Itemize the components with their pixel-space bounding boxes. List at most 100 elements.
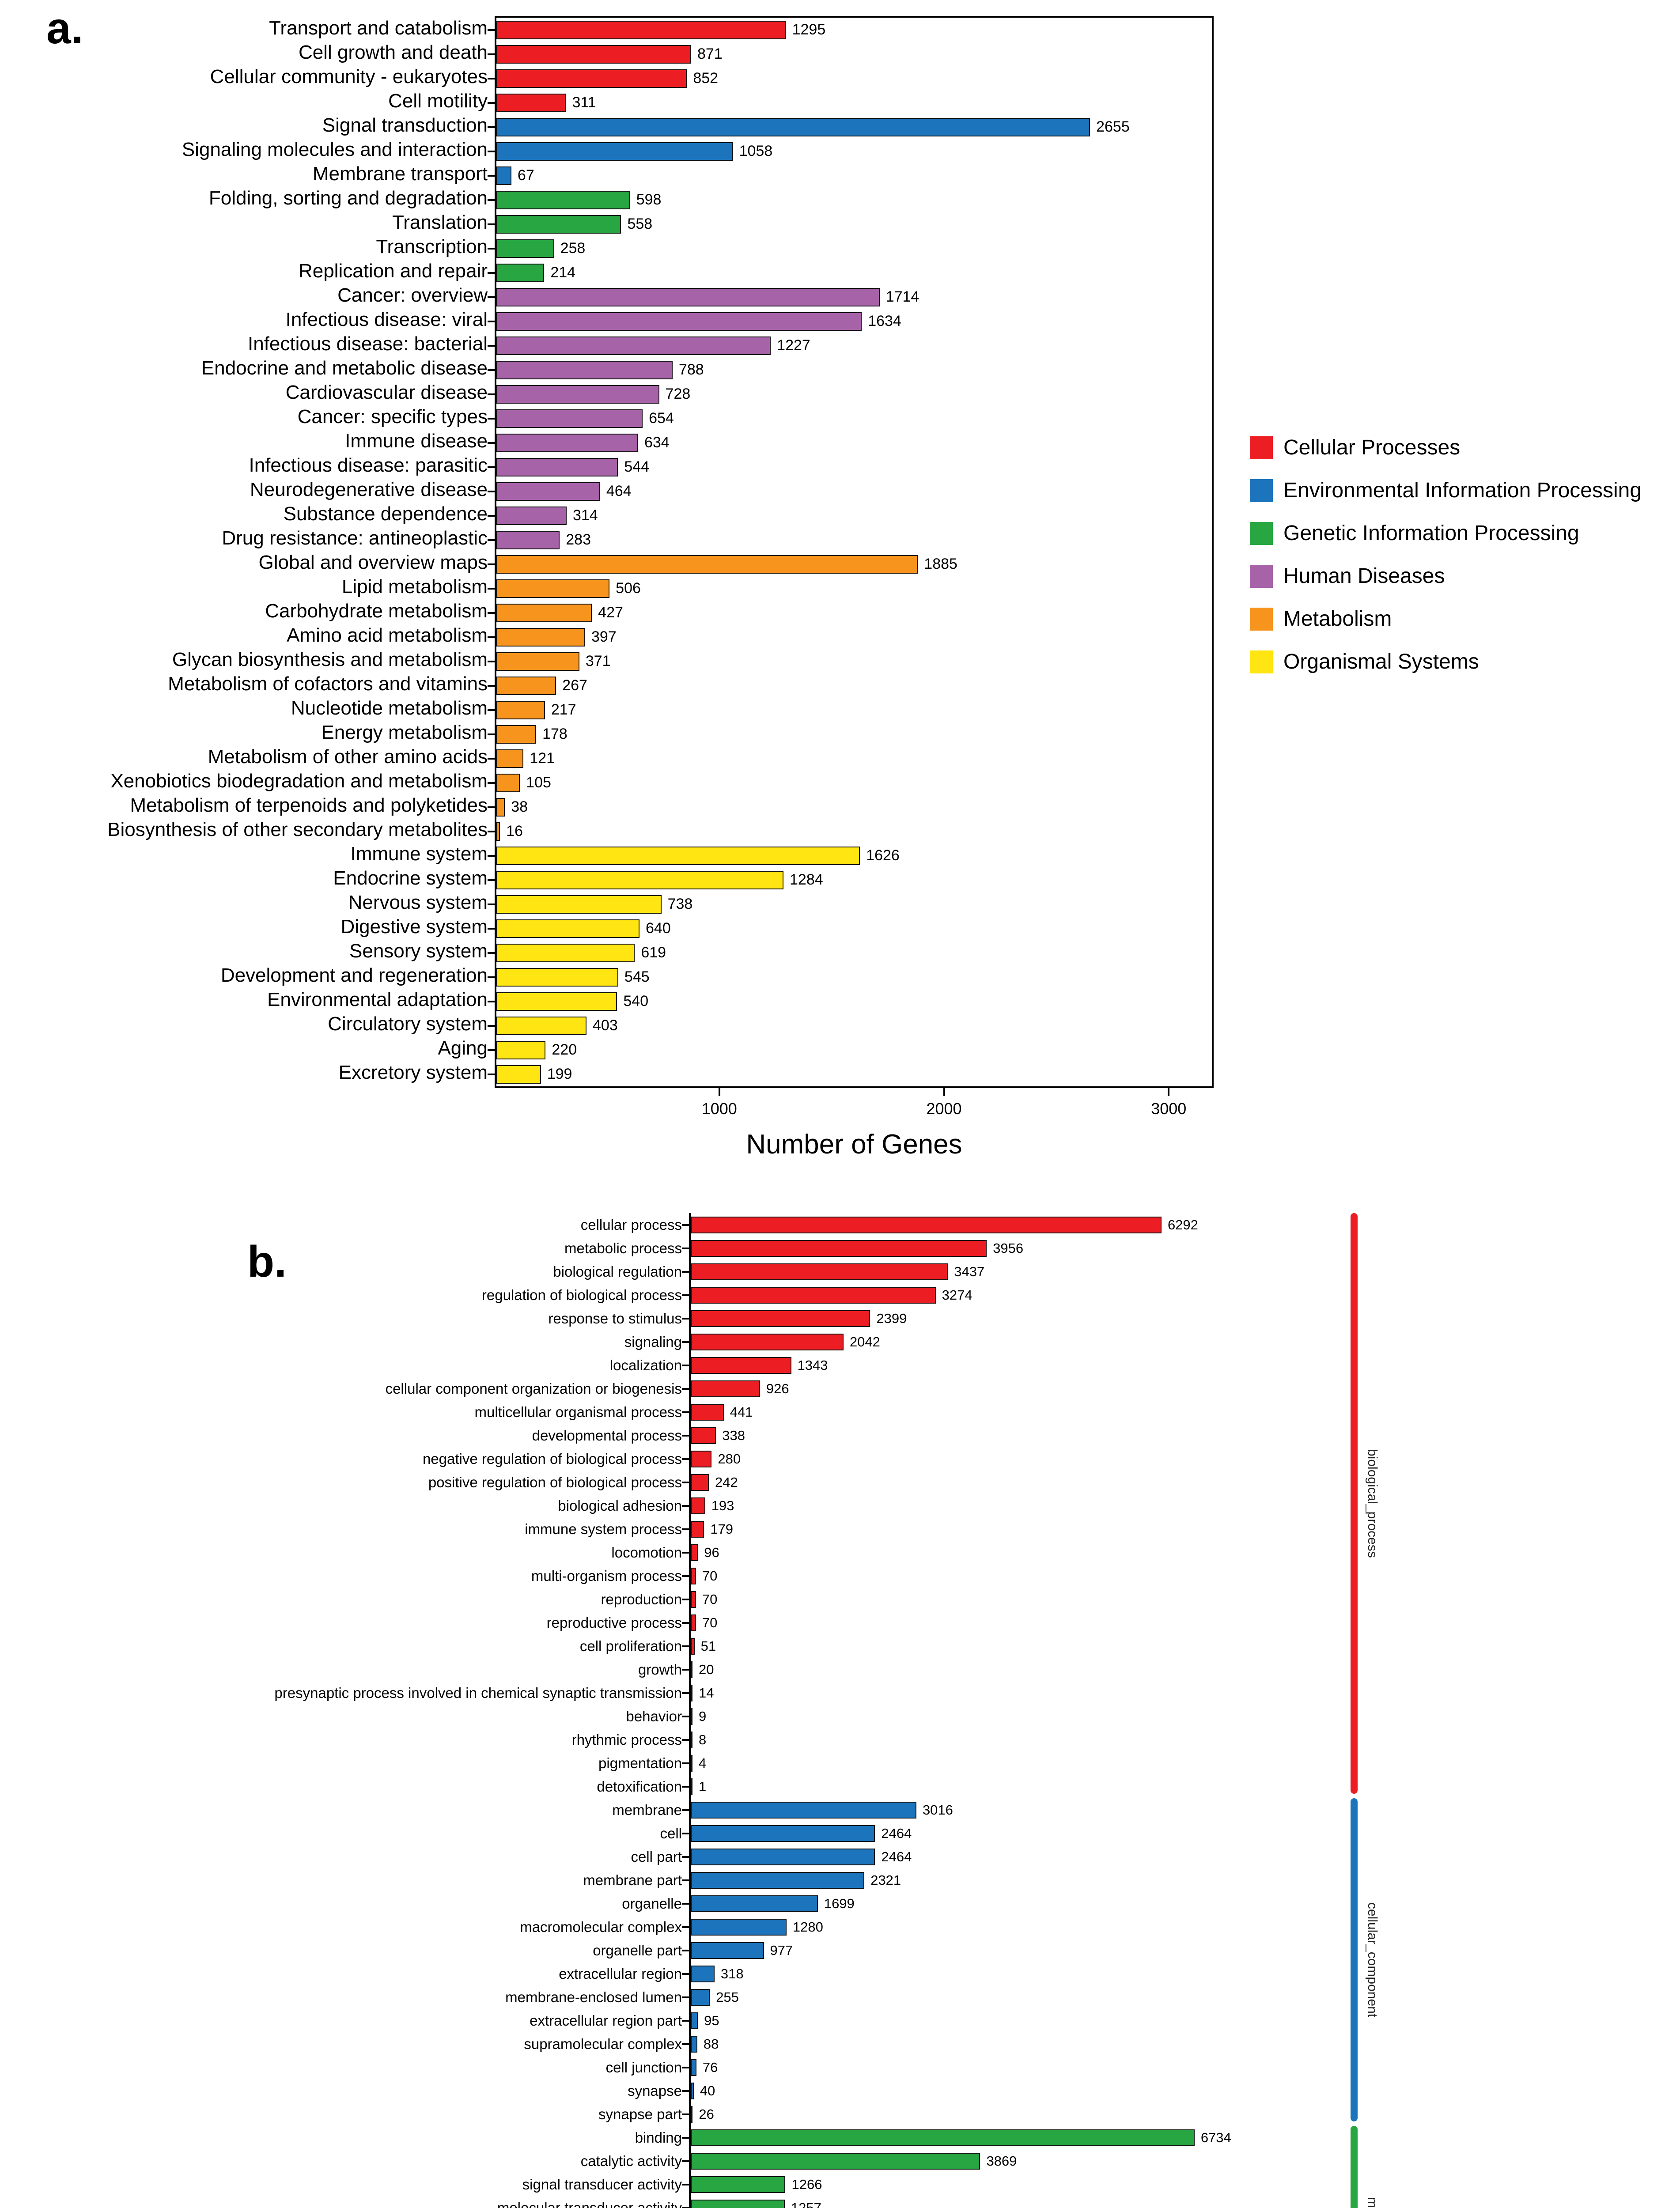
value-label: 634 xyxy=(644,434,670,451)
category-label: behavior xyxy=(626,1708,682,1724)
go-domain-bar xyxy=(1351,1213,1358,1794)
bar xyxy=(691,1708,692,1725)
chart-row: 1714 xyxy=(496,285,1212,309)
bar xyxy=(691,2129,1195,2146)
category-label: Excretory system xyxy=(338,1062,488,1083)
value-label: 427 xyxy=(598,604,623,621)
value-label: 121 xyxy=(530,750,555,767)
chart-row: 96 xyxy=(691,1541,1327,1564)
chart-row: 1699 xyxy=(691,1892,1327,1915)
category-label: Replication and repair xyxy=(298,260,488,282)
value-label: 1257 xyxy=(791,2200,821,2208)
value-label: 255 xyxy=(716,1989,739,2005)
bar xyxy=(496,603,592,622)
chart-row: 640 xyxy=(496,916,1212,941)
chart-row: 926 xyxy=(691,1377,1327,1400)
value-label: 1634 xyxy=(868,313,901,329)
value-label: 258 xyxy=(560,240,586,257)
value-label: 26 xyxy=(699,2106,714,2122)
chart-row: 558 xyxy=(496,212,1212,236)
category-label: Carbohydrate metabolism xyxy=(265,600,488,622)
value-label: 640 xyxy=(646,920,671,937)
chart-row: 40 xyxy=(691,2079,1327,2102)
category-label: Nucleotide metabolism xyxy=(291,697,488,719)
chart-row: 70 xyxy=(691,1611,1327,1634)
value-label: 70 xyxy=(702,1591,718,1607)
bar xyxy=(691,2059,696,2076)
chart-row: 2464 xyxy=(691,1822,1327,1845)
value-label: 318 xyxy=(720,1966,744,1981)
bar xyxy=(691,1427,716,1444)
chart-row: 1295 xyxy=(496,18,1212,42)
category-label: multi-organism process xyxy=(531,1568,682,1584)
category-label: regulation of biological process xyxy=(481,1287,682,1303)
bar xyxy=(691,1684,692,1701)
value-label: 16 xyxy=(506,823,523,839)
category-label: Signaling molecules and interaction xyxy=(182,139,488,160)
value-label: 2464 xyxy=(881,1825,912,1841)
chart-row: 95 xyxy=(691,2009,1327,2032)
value-label: 88 xyxy=(703,2036,719,2052)
chart-row: 634 xyxy=(496,431,1212,455)
bar xyxy=(691,1357,791,1374)
bar xyxy=(496,773,520,792)
value-label: 3869 xyxy=(986,2153,1017,2169)
value-label: 8 xyxy=(699,1732,707,1747)
category-label: cellular component organization or bioge… xyxy=(385,1380,682,1397)
value-label: 1058 xyxy=(739,143,773,159)
category-label: developmental process xyxy=(532,1427,682,1444)
bar xyxy=(496,385,659,404)
bar xyxy=(496,215,621,234)
value-label: 20 xyxy=(699,1661,714,1677)
category-label: synapse xyxy=(628,2083,682,2099)
plot-column: 6292 3956 3437 3274 2399 2042 1343 926 441 338 280… xyxy=(689,1213,1327,2208)
chart-row: 14 xyxy=(691,1681,1327,1705)
value-label: 105 xyxy=(526,774,551,791)
chart-row: 6292 xyxy=(691,1213,1327,1236)
category-label: growth xyxy=(638,1661,682,1678)
bar xyxy=(496,652,579,671)
category-label: Cancer: overview xyxy=(337,284,488,306)
bar xyxy=(691,2082,694,2099)
chart-row: 314 xyxy=(496,503,1212,528)
go-domain-group: biological_process xyxy=(1351,1213,1380,1794)
category-label: Signal transduction xyxy=(322,114,488,136)
chart-row: 70 xyxy=(691,1564,1327,1588)
category-label: rhythmic process xyxy=(571,1732,682,1748)
bar xyxy=(691,1520,704,1538)
chart-row: 3274 xyxy=(691,1283,1327,1307)
bar xyxy=(496,968,618,987)
legend-label: Genetic Information Processing xyxy=(1283,522,1579,545)
value-label: 852 xyxy=(693,70,719,87)
chart-row: 311 xyxy=(496,91,1212,115)
chart-row: 242 xyxy=(691,1471,1327,1494)
category-label: localization xyxy=(609,1357,682,1373)
bar xyxy=(691,1286,936,1304)
legend-swatch xyxy=(1250,479,1273,502)
category-label: positive regulation of biological proces… xyxy=(428,1474,682,1490)
value-label: 96 xyxy=(704,1544,719,1560)
bar xyxy=(691,2012,698,2029)
value-label: 3956 xyxy=(993,1240,1024,1256)
category-label: Substance dependence xyxy=(283,503,488,525)
chart-row: 1626 xyxy=(496,843,1212,868)
bar xyxy=(691,1567,696,1584)
value-label: 1343 xyxy=(797,1357,828,1373)
category-label: extracellular region xyxy=(559,1966,682,1982)
chart-row: 427 xyxy=(496,601,1212,625)
bar xyxy=(496,166,511,185)
category-label: organelle part xyxy=(593,1942,682,1958)
value-label: 540 xyxy=(623,993,649,1009)
bar xyxy=(496,846,860,865)
value-label: 70 xyxy=(702,1614,718,1630)
bar xyxy=(691,1333,844,1350)
category-label: Development and regeneration xyxy=(220,964,488,986)
category-label: immune system process xyxy=(525,1521,682,1537)
chart-row: 728 xyxy=(496,382,1212,406)
bar xyxy=(496,336,771,355)
bar xyxy=(691,2176,786,2193)
category-label: pigmentation xyxy=(598,1755,682,1771)
x-tick-label: 3000 xyxy=(1151,1100,1187,1118)
x-tick-label: 2000 xyxy=(926,1100,962,1118)
bar xyxy=(691,1380,760,1397)
